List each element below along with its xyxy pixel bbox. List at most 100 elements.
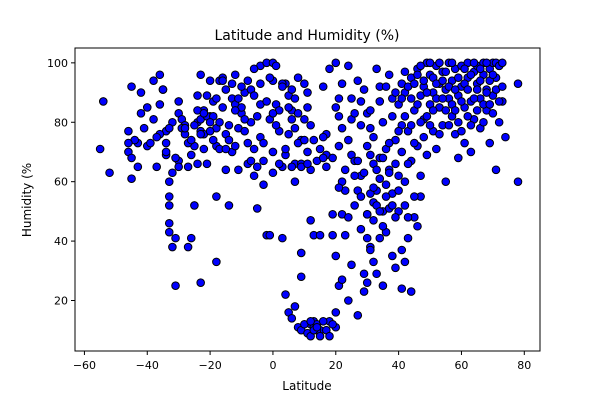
data-point bbox=[438, 94, 447, 103]
x-axis: −60 −40 −20 0 20 40 60 80 bbox=[73, 351, 531, 372]
data-point bbox=[362, 233, 372, 243]
data-point bbox=[400, 177, 410, 186]
data-point bbox=[230, 141, 240, 151]
data-point bbox=[369, 257, 378, 267]
data-point bbox=[476, 64, 485, 74]
data-point bbox=[196, 278, 205, 287]
data-point bbox=[300, 135, 309, 145]
data-point bbox=[450, 85, 460, 94]
data-point bbox=[488, 70, 498, 80]
data-point bbox=[359, 168, 369, 178]
data-point bbox=[388, 251, 397, 261]
data-point bbox=[435, 129, 444, 139]
data-point bbox=[334, 94, 344, 103]
data-point bbox=[413, 221, 422, 231]
data-point bbox=[318, 82, 328, 91]
data-point bbox=[469, 58, 479, 68]
data-point bbox=[422, 112, 432, 121]
data-point bbox=[491, 165, 501, 175]
data-point bbox=[432, 144, 441, 154]
data-point bbox=[287, 162, 297, 172]
data-point bbox=[171, 281, 180, 290]
data-point bbox=[334, 141, 344, 151]
points-layer bbox=[95, 58, 523, 341]
data-point bbox=[190, 201, 199, 210]
data-point bbox=[127, 82, 136, 91]
x-tick-label: 40 bbox=[392, 359, 406, 372]
data-point bbox=[454, 73, 463, 83]
data-point bbox=[463, 85, 473, 94]
data-point bbox=[394, 171, 403, 181]
data-point bbox=[174, 97, 183, 106]
data-point bbox=[281, 144, 290, 154]
data-point bbox=[454, 153, 463, 163]
data-point bbox=[391, 213, 400, 222]
data-point bbox=[303, 147, 312, 157]
data-point bbox=[306, 120, 315, 130]
data-point bbox=[136, 88, 146, 97]
y-axis: 20 40 60 80 100 bbox=[47, 57, 75, 308]
data-point bbox=[378, 221, 388, 231]
data-point bbox=[265, 73, 275, 83]
data-point bbox=[127, 153, 136, 163]
data-point bbox=[230, 106, 240, 115]
data-point bbox=[460, 138, 469, 148]
data-point bbox=[513, 79, 523, 88]
data-point bbox=[372, 165, 381, 175]
data-point bbox=[309, 135, 319, 145]
data-point bbox=[403, 233, 413, 243]
data-point bbox=[337, 79, 347, 88]
data-point bbox=[498, 82, 507, 91]
data-point bbox=[306, 316, 315, 326]
data-point bbox=[425, 120, 435, 130]
data-point bbox=[337, 123, 347, 133]
data-point bbox=[454, 117, 463, 127]
data-point bbox=[268, 147, 278, 157]
data-point bbox=[315, 230, 325, 240]
data-point bbox=[95, 144, 105, 154]
data-point bbox=[328, 210, 337, 219]
data-point bbox=[259, 156, 268, 166]
data-point bbox=[353, 156, 363, 166]
data-point bbox=[362, 141, 372, 151]
data-point bbox=[369, 132, 378, 142]
data-point bbox=[249, 171, 259, 181]
data-point bbox=[287, 85, 297, 94]
data-point bbox=[278, 82, 287, 91]
data-point bbox=[353, 76, 363, 85]
data-point bbox=[466, 70, 476, 80]
data-point bbox=[212, 192, 221, 201]
data-point bbox=[190, 120, 199, 130]
y-tick-label: 20 bbox=[54, 295, 68, 308]
data-point bbox=[328, 230, 337, 240]
data-point bbox=[400, 112, 410, 121]
data-point bbox=[397, 245, 407, 255]
data-point bbox=[378, 117, 388, 127]
data-point bbox=[375, 174, 385, 184]
data-point bbox=[256, 79, 265, 88]
data-point bbox=[234, 165, 243, 175]
x-tick-label: 60 bbox=[454, 359, 468, 372]
data-point bbox=[413, 100, 422, 109]
data-point bbox=[259, 180, 268, 189]
data-point bbox=[466, 120, 476, 130]
data-point bbox=[186, 150, 196, 160]
data-point bbox=[149, 76, 158, 85]
data-point bbox=[494, 117, 504, 127]
data-point bbox=[498, 58, 507, 68]
data-point bbox=[180, 123, 190, 133]
data-point bbox=[366, 245, 375, 255]
data-point bbox=[234, 94, 243, 103]
data-point bbox=[425, 58, 435, 68]
data-point bbox=[441, 106, 451, 115]
data-point bbox=[472, 85, 482, 94]
data-point bbox=[435, 58, 444, 68]
data-point bbox=[268, 109, 278, 118]
data-point bbox=[331, 251, 341, 261]
data-point bbox=[243, 138, 253, 148]
data-point bbox=[356, 224, 366, 234]
data-point bbox=[284, 129, 293, 139]
x-tick-label: 20 bbox=[329, 359, 343, 372]
data-point bbox=[318, 316, 328, 326]
